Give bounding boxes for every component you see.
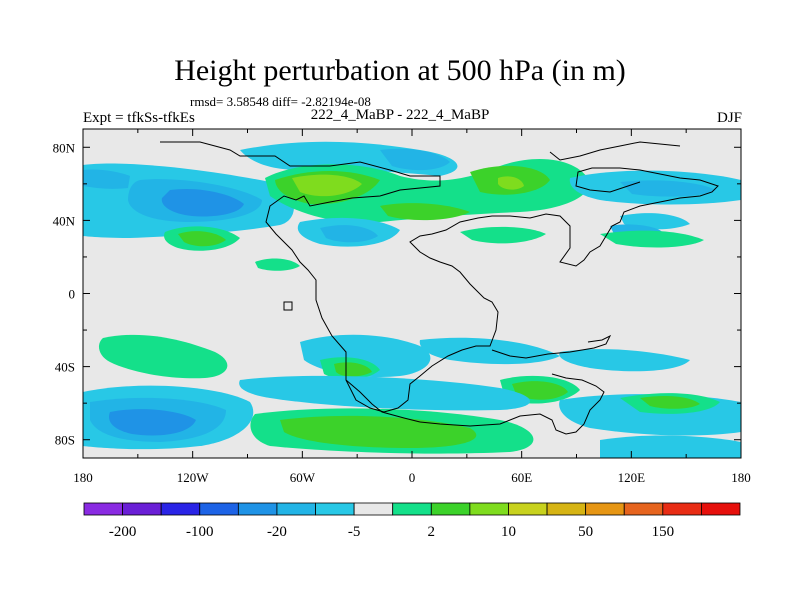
coastline-east <box>491 334 612 359</box>
contour-nh-pacific-core <box>161 188 244 217</box>
contour-nh-arctic-core <box>380 148 450 171</box>
coastline-arctic <box>549 141 681 161</box>
contour-sh-pacific-neg-core <box>108 409 196 436</box>
contour-nh-west-edge <box>83 169 130 189</box>
colorbar-label: 150 <box>652 524 675 540</box>
contour-sh-south-edge <box>600 435 741 458</box>
coastline-southeast <box>419 373 605 435</box>
coastline-south <box>345 379 421 423</box>
colorbar-swatch <box>199 502 239 516</box>
contour-sh-sa-core <box>334 362 372 377</box>
stats-label: rmsd= 3.58548 diff= -2.82194e-08 <box>190 94 371 109</box>
colorbar-label: 50 <box>578 524 593 540</box>
colorbar-swatch <box>662 502 702 516</box>
x-tick-label: 180 <box>731 470 751 485</box>
x-tick-label: 60E <box>511 470 532 485</box>
y-tick-label: 40S <box>55 360 75 375</box>
colorbar-swatch <box>83 502 123 516</box>
contour-sh-60s-neg <box>239 375 530 411</box>
coastline-north <box>160 141 719 413</box>
contour-sh-pacific-pos <box>98 334 228 379</box>
colorbar-swatch <box>353 502 394 516</box>
colorbar-swatch <box>237 502 278 516</box>
colorbar-swatch <box>122 502 162 516</box>
colorbar-label: -200 <box>109 524 137 540</box>
contour-eurasia-core <box>498 176 524 190</box>
coastline-island <box>283 301 293 311</box>
contour-sh-indian-neg <box>559 349 690 372</box>
axes-layer: 180 120W 60W 0 60E 120E 180 80N 40N 0 40S 80S <box>53 129 751 485</box>
colorbar-label: -5 <box>348 524 361 540</box>
colorbar-swatch <box>508 502 548 516</box>
colorbar-label: -20 <box>267 524 287 540</box>
contour-sh-africa-core <box>512 381 568 400</box>
y-tick-label: 40N <box>53 213 76 228</box>
y-tick-label: 80S <box>55 433 75 448</box>
colorbar-swatch <box>430 502 471 516</box>
colorbar-label: 2 <box>428 524 436 540</box>
contour-nh-band <box>380 203 470 221</box>
contour-pacific-20n <box>255 258 300 271</box>
contour-nh-30n-pos2 <box>600 230 704 248</box>
x-tick-label: 60W <box>290 470 316 485</box>
x-tick-label: 120E <box>618 470 646 485</box>
colorbar-swatch <box>315 502 355 516</box>
contour-sh-east-pos-core <box>640 396 700 409</box>
plot-title: Height perturbation at 500 hPa (in m) <box>174 54 626 87</box>
center-label: 222_4_MaBP - 222_4_MaBP <box>310 107 490 123</box>
y-tick-label: 0 <box>69 287 76 302</box>
colorbar-swatch <box>546 502 587 516</box>
colorbar: -200 -100 -20 -5 2 10 50 150 <box>83 502 741 540</box>
contour-fill-layer <box>83 141 741 458</box>
x-tick-label: 120W <box>177 470 210 485</box>
colorbar-swatch <box>585 502 625 516</box>
contour-atlantic-core <box>292 174 362 197</box>
colorbar-swatch <box>469 502 509 516</box>
colorbar-label: -100 <box>186 524 214 540</box>
colorbar-swatch <box>392 502 432 516</box>
contour-siberia-core <box>620 180 716 197</box>
contour-sh-70s-core <box>280 415 477 448</box>
contour-atlantic-40n-core <box>320 225 378 243</box>
contour-pacific-40n-core <box>178 231 226 247</box>
coastline-layer <box>160 141 719 435</box>
y-tick-label: 80N <box>53 140 76 155</box>
experiment-label: Expt = tfkSs-tfkEs <box>83 110 195 126</box>
colorbar-swatch <box>276 502 316 516</box>
season-label: DJF <box>716 110 742 126</box>
x-tick-label: 0 <box>409 470 416 485</box>
colorbar-swatch <box>623 502 664 516</box>
colorbar-swatch <box>701 502 741 516</box>
x-tick-label: 180 <box>73 470 93 485</box>
colorbar-label: 10 <box>501 524 516 540</box>
contour-nh-30n-pos <box>460 226 546 244</box>
colorbar-swatch <box>160 502 201 516</box>
